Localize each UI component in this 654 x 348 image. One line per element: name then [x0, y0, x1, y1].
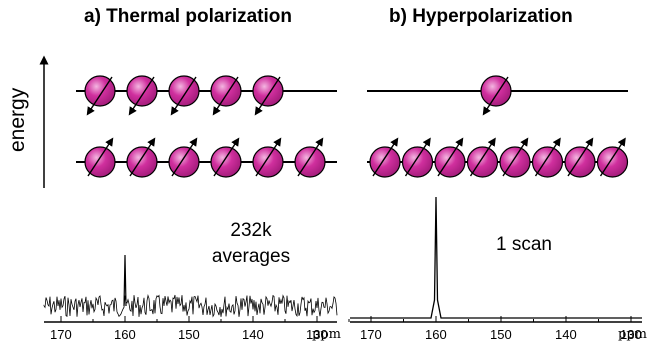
panel-b-tick-label: 150	[490, 327, 512, 342]
panel-a-tick-label: 170	[50, 327, 72, 342]
spin-up-arrow-icon	[297, 137, 324, 177]
spin-up-arrow-icon	[469, 137, 496, 177]
panel-b-spectrum	[350, 196, 642, 323]
panel-b-lower-spin	[434, 137, 466, 178]
spin-up-arrow-icon	[502, 137, 529, 177]
energy-axis-label: energy	[6, 87, 29, 152]
panel-a-upper-spin	[252, 75, 284, 116]
spin-up-arrow-icon	[129, 137, 156, 177]
panel-a-ticks	[60, 316, 350, 322]
panel-a-tick-label: 150	[178, 327, 200, 342]
spin-down-arrow-icon	[170, 76, 197, 116]
panel-a-peak	[123, 254, 127, 307]
panel-b-lower-spin	[466, 137, 499, 178]
panel-b-tick-label: 160	[425, 327, 447, 342]
spin-down-arrow-icon	[86, 76, 113, 116]
spin-up-arrow-icon	[404, 137, 431, 177]
panel-a-tick-label: 140	[242, 327, 264, 342]
panel-b-tick-label: 130	[620, 327, 642, 342]
panel-a-lower-spin	[252, 137, 284, 178]
panel-b-ticks	[370, 316, 632, 322]
panel-a-tick-label: 160	[114, 327, 136, 342]
spin-up-arrow-icon	[534, 137, 561, 177]
panel-b-unit-label: ppm	[618, 327, 647, 342]
panel-a-annotation: 232k averages	[186, 218, 316, 270]
panel-a-annotation-line2: averages	[211, 246, 291, 267]
panel-b-lower-spin	[499, 137, 531, 178]
panel-b-lower-spin	[369, 137, 401, 178]
panel-a-upper-spin	[84, 75, 116, 116]
spin-down-arrow-icon	[254, 76, 281, 116]
spin-up-arrow-icon	[171, 137, 198, 177]
panel-b-peak	[350, 196, 642, 319]
panel-b-title: b) Hyperpolarization	[389, 6, 573, 27]
panel-b-upper-spin	[480, 75, 512, 116]
panel-a-lower-spin	[168, 137, 200, 178]
spin-down-arrow-icon	[128, 76, 155, 116]
spin-down-arrow-icon	[482, 76, 509, 116]
panel-b-lower-spin	[401, 137, 434, 178]
spin-up-arrow-icon	[437, 137, 464, 177]
spin-up-arrow-icon	[567, 137, 594, 177]
panel-a-upper-spin	[126, 75, 158, 116]
panel-a-title: a) Thermal polarization	[84, 6, 292, 27]
panel-b-tick-label: 170	[360, 327, 382, 342]
panel-a-spectrum	[43, 254, 350, 323]
spins-layer	[84, 75, 629, 178]
panel-a-lower-spin	[84, 137, 116, 178]
panel-a-upper-spin	[210, 75, 242, 116]
panel-a-lower-spin	[210, 137, 242, 178]
panel-b-lower-spin	[596, 137, 629, 178]
panel-a-tick-label: 130	[306, 327, 328, 342]
panel-a-annotation-line1: 232k	[230, 220, 272, 241]
spin-up-arrow-icon	[255, 137, 282, 177]
panel-a-upper-spin	[168, 75, 200, 116]
panel-a-unit-label: ppm	[312, 327, 341, 342]
spin-up-arrow-icon	[599, 137, 626, 177]
spin-down-arrow-icon	[212, 76, 239, 116]
panel-b-tick-label: 140	[555, 327, 577, 342]
spin-up-arrow-icon	[87, 137, 114, 177]
spin-up-arrow-icon	[372, 137, 399, 177]
panel-b-lower-spin	[531, 137, 564, 178]
panel-a-noise-trace	[43, 293, 338, 318]
panel-b-annotation: 1 scan	[496, 234, 552, 255]
panel-a-lower-spin	[294, 137, 326, 178]
panel-b-lower-spin	[564, 137, 596, 178]
spin-up-arrow-icon	[213, 137, 240, 177]
panel-a-lower-spin	[126, 137, 158, 178]
